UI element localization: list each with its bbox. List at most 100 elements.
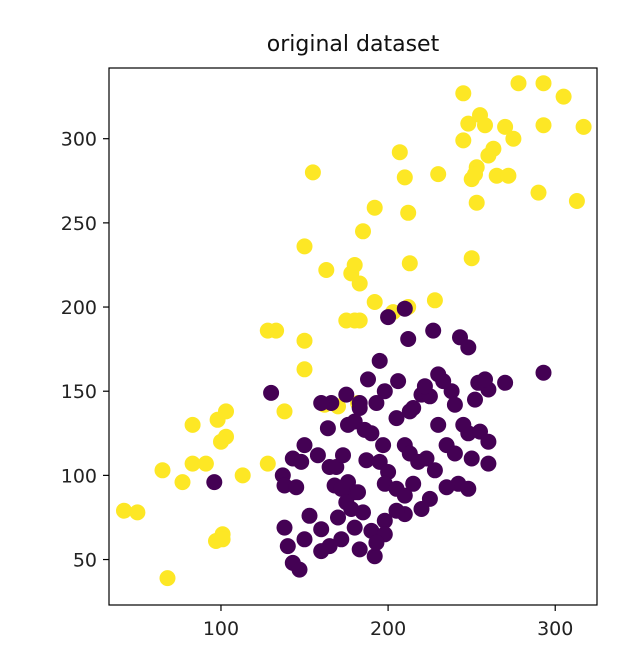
scatter-point bbox=[116, 502, 132, 519]
scatter-point bbox=[154, 462, 171, 479]
scatter-point bbox=[401, 403, 418, 420]
scatter-point bbox=[446, 445, 463, 462]
scatter-point bbox=[396, 300, 413, 317]
y-axis: 50 100 150 200 250 300 bbox=[61, 129, 109, 572]
scatter-point bbox=[388, 410, 405, 427]
scatter-point bbox=[396, 169, 413, 186]
scatter-point bbox=[401, 255, 418, 272]
scatter-point bbox=[234, 467, 251, 484]
scatter-point bbox=[296, 332, 313, 349]
scatter-point bbox=[213, 433, 229, 450]
scatter-point bbox=[184, 416, 201, 433]
scatter-point bbox=[279, 538, 296, 555]
scatter-point bbox=[206, 474, 223, 491]
y-tick-label: 50 bbox=[73, 550, 97, 572]
scatter-point bbox=[197, 455, 214, 472]
scatter-point bbox=[366, 199, 383, 216]
scatter-point bbox=[455, 85, 472, 102]
scatter-point bbox=[477, 371, 493, 388]
scatter-point bbox=[366, 294, 383, 310]
scatter-point bbox=[368, 395, 385, 411]
scatter-point bbox=[416, 378, 433, 395]
scatter-point bbox=[366, 548, 383, 565]
scatter-point bbox=[346, 257, 363, 273]
scatter-point bbox=[480, 455, 497, 472]
x-tick-label: 300 bbox=[537, 618, 573, 640]
scatter-point bbox=[355, 223, 371, 240]
scatter-point bbox=[268, 322, 285, 339]
scatter-point bbox=[485, 140, 502, 157]
scatter-point bbox=[405, 475, 422, 492]
scatter-point bbox=[390, 373, 407, 390]
scatter-point bbox=[530, 184, 547, 201]
scatter-point bbox=[430, 166, 447, 183]
scatter-point bbox=[426, 462, 443, 479]
scatter-point bbox=[296, 361, 313, 378]
scatter-point bbox=[497, 374, 514, 391]
scatter-point bbox=[330, 509, 346, 526]
scatter-point bbox=[214, 531, 231, 548]
scatter-point bbox=[460, 115, 477, 132]
scatter-point bbox=[463, 450, 480, 467]
scatter-point bbox=[333, 480, 350, 497]
scatter-point bbox=[477, 117, 493, 134]
x-axis: 100 200 300 bbox=[203, 605, 573, 640]
scatter-point bbox=[301, 507, 318, 524]
scatter-point bbox=[568, 193, 585, 209]
scatter-point bbox=[376, 383, 393, 400]
scatter-point bbox=[288, 479, 305, 496]
scatter-point bbox=[446, 396, 463, 413]
scatter-point bbox=[380, 309, 397, 326]
scatter-point bbox=[351, 400, 368, 416]
scatter-point bbox=[480, 433, 497, 450]
scatter-point bbox=[497, 118, 514, 135]
scatter-point bbox=[184, 455, 201, 472]
scatter-point bbox=[318, 262, 335, 278]
scatter-point bbox=[343, 501, 360, 517]
scatter-point bbox=[276, 519, 293, 536]
scatter-point bbox=[455, 132, 472, 149]
scatter-point bbox=[296, 531, 313, 548]
scatter-point bbox=[460, 480, 477, 497]
y-tick-label: 200 bbox=[61, 297, 97, 319]
scatter-point bbox=[276, 403, 293, 420]
scatter-point bbox=[291, 561, 308, 578]
scatter-point bbox=[159, 570, 176, 587]
scatter-point bbox=[338, 386, 355, 403]
scatter-point bbox=[510, 75, 527, 92]
scatter-point bbox=[455, 416, 472, 433]
scatter-point bbox=[467, 166, 483, 183]
scatter-point bbox=[351, 541, 368, 558]
scatter-point bbox=[276, 477, 293, 494]
scatter-point bbox=[360, 371, 376, 388]
scatter-point bbox=[467, 391, 483, 408]
scatter-point bbox=[555, 88, 572, 105]
scatter-point bbox=[174, 474, 191, 491]
scatter-point bbox=[413, 501, 430, 517]
scatter-point bbox=[129, 504, 146, 521]
scatter-point bbox=[535, 117, 552, 134]
scatter-point bbox=[358, 452, 375, 469]
scatter-point bbox=[293, 453, 310, 470]
scatter-point bbox=[505, 130, 522, 147]
scatter-point bbox=[463, 250, 480, 267]
scatter-point bbox=[335, 447, 351, 464]
scatter-point bbox=[351, 312, 368, 329]
scatter-point bbox=[333, 531, 350, 548]
scatter-point bbox=[296, 238, 313, 255]
scatter-point bbox=[418, 450, 435, 467]
y-tick-label: 250 bbox=[61, 213, 97, 235]
scatter-point bbox=[535, 364, 552, 381]
x-tick-label: 100 bbox=[203, 618, 239, 640]
scatter-point bbox=[575, 118, 592, 135]
scatter-point bbox=[376, 512, 393, 529]
scatter-point bbox=[346, 519, 363, 536]
points-layer bbox=[116, 75, 592, 587]
scatter-point bbox=[426, 292, 443, 309]
scatter-point bbox=[313, 395, 330, 411]
scatter-point bbox=[425, 322, 442, 339]
scatter-point bbox=[468, 194, 485, 211]
scatter-point bbox=[375, 437, 392, 454]
scatter-point bbox=[319, 420, 336, 437]
